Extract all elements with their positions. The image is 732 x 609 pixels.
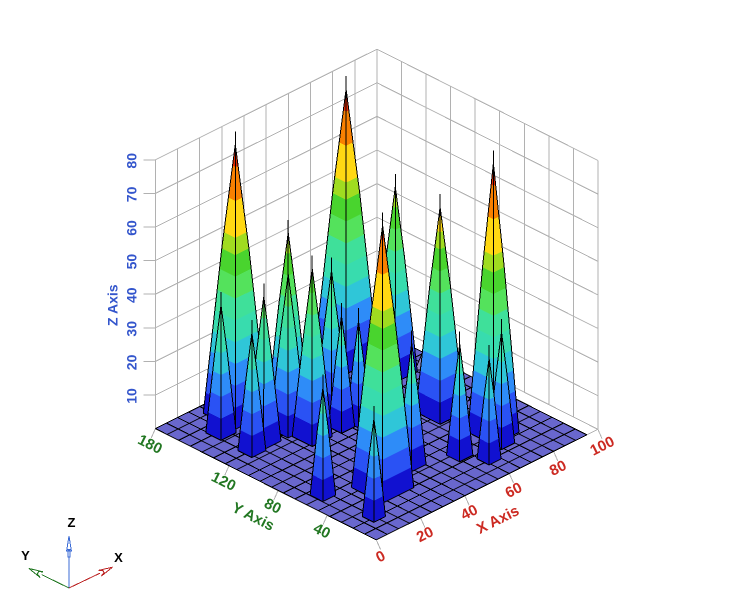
svg-text:70: 70	[123, 186, 139, 202]
svg-text:30: 30	[123, 321, 139, 337]
svg-text:40: 40	[458, 501, 481, 524]
svg-text:Z: Z	[68, 515, 76, 530]
svg-text:60: 60	[123, 220, 139, 236]
svg-text:Y: Y	[21, 548, 30, 563]
svg-text:80: 80	[547, 457, 570, 480]
svg-text:80: 80	[261, 495, 284, 518]
svg-text:50: 50	[123, 254, 139, 270]
svg-text:10: 10	[123, 388, 139, 404]
svg-text:Z Axis: Z Axis	[104, 284, 120, 326]
svg-text:40: 40	[310, 520, 333, 543]
svg-text:60: 60	[503, 479, 526, 502]
svg-text:X: X	[114, 550, 123, 565]
svg-text:20: 20	[414, 523, 437, 546]
svg-text:80: 80	[123, 153, 139, 169]
svg-text:20: 20	[123, 354, 139, 370]
svg-text:40: 40	[123, 287, 139, 303]
